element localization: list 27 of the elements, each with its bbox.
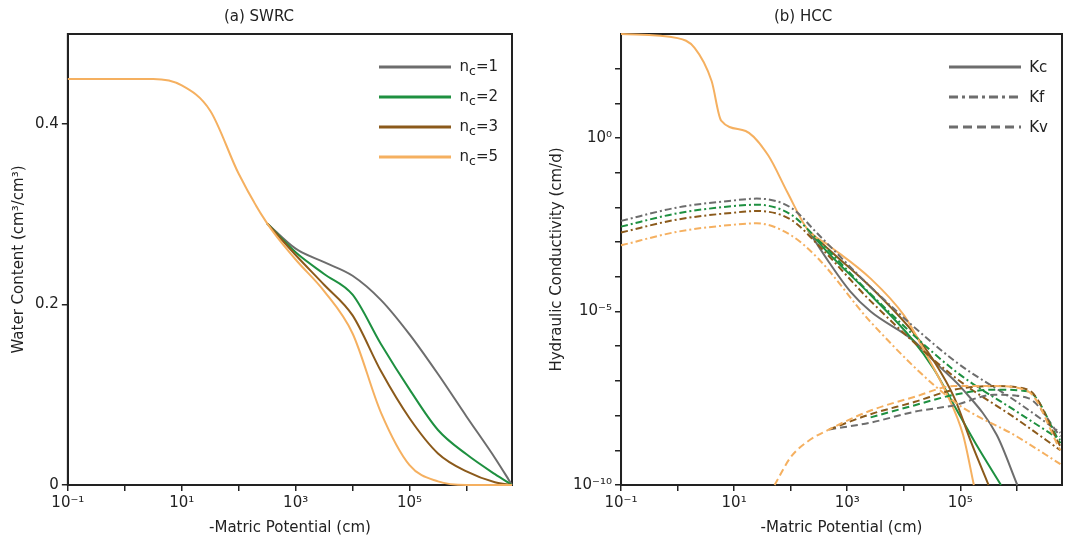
y-tick-label: 0.4 [35, 114, 59, 133]
x-tick-label: 10¹ [721, 492, 747, 511]
x-tick-label: 10⁻¹ [51, 492, 85, 511]
legend-label: n$_{c}$=2 [459, 86, 498, 108]
x-axis-title: -Matric Potential (cm) [209, 517, 371, 536]
x-tick-label: 10³ [834, 492, 860, 511]
y-tick-label: 10⁻¹⁰ [573, 474, 613, 493]
y-axis-title: Hydraulic Conductivity (cm/d) [546, 147, 565, 372]
chart-title: (b) HCC [773, 6, 833, 25]
legend-label: Kc [1029, 58, 1048, 76]
x-tick-label: 10⁵ [947, 492, 973, 511]
y-tick-label: 10⁰ [586, 127, 613, 146]
y-tick-label: 10⁻⁵ [579, 301, 613, 320]
legend-label: Kf [1029, 88, 1045, 106]
legend-label: Kv [1029, 118, 1048, 136]
legend-label: n$_{c}$=5 [459, 146, 498, 168]
y-axis-title: Water Content (cm³/cm³) [8, 165, 27, 354]
legend-label: n$_{c}$=1 [459, 56, 498, 78]
x-tick-label: 10⁵ [396, 492, 423, 511]
legend-label: n$_{c}$=3 [459, 116, 498, 138]
x-tick-label: 10⁻¹ [604, 492, 638, 511]
x-axis-title: -Matric Potential (cm) [760, 517, 923, 536]
y-tick-label: 0.2 [35, 294, 59, 313]
x-tick-label: 10¹ [169, 492, 195, 511]
x-tick-label: 10³ [283, 492, 309, 511]
y-tick-label: 0 [49, 474, 59, 493]
chart-title: (a) SWRC [223, 6, 295, 25]
